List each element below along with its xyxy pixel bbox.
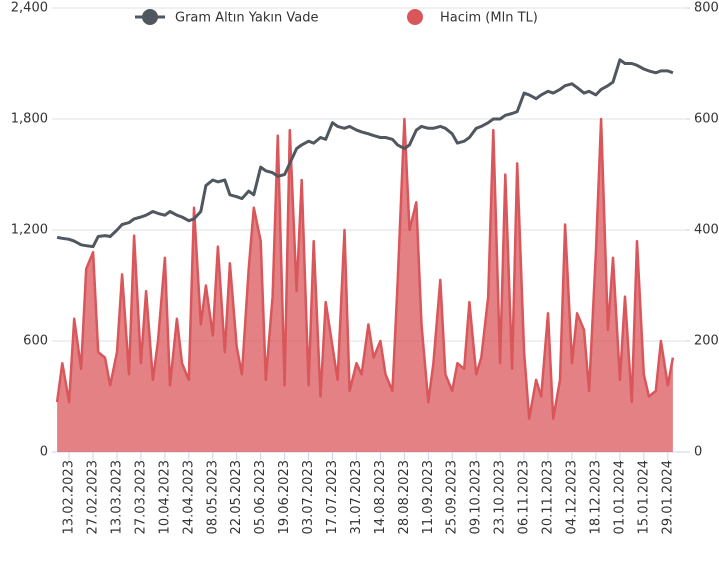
x-tick-label: 09.10.2023 — [469, 460, 484, 534]
x-tick-label: 25.09.2023 — [445, 460, 460, 534]
x-tick-label: 18.12.2023 — [588, 460, 603, 534]
x-tick-label: 29.01.2024 — [660, 460, 675, 534]
x-tick-label: 19.06.2023 — [277, 460, 292, 534]
series-line — [56, 58, 674, 249]
x-tick-label: 13.03.2023 — [109, 460, 124, 534]
x-tick-label: 14.08.2023 — [373, 460, 388, 534]
y2-tick-label: 0 — [694, 445, 702, 460]
x-tick-label: 15.01.2024 — [636, 460, 651, 534]
y-tick-label: 600 — [23, 334, 48, 349]
y2-tick-label: 600 — [694, 112, 719, 127]
legend-item: Gram Altın Yakın Vade — [135, 9, 319, 26]
x-tick-label: 13.02.2023 — [62, 460, 77, 534]
volume-area — [57, 119, 673, 452]
x-tick-label: 27.02.2023 — [86, 460, 101, 534]
x-tick-label: 20.11.2023 — [541, 460, 556, 534]
y-tick-label: 0 — [40, 445, 48, 460]
x-tick-label: 05.06.2023 — [253, 460, 268, 534]
y2-tick-label: 200 — [694, 334, 719, 349]
x-tick-label: 23.10.2023 — [493, 460, 508, 534]
x-tick-label: 10.04.2023 — [157, 460, 172, 534]
y-tick-label: 1,200 — [11, 223, 48, 238]
x-tick-label: 24.04.2023 — [181, 460, 196, 534]
x-tick-label: 03.07.2023 — [301, 460, 316, 534]
legend-label: Hacim (Mln TL) — [440, 11, 538, 26]
x-tick-label: 04.12.2023 — [564, 460, 579, 534]
x-tick-label: 31.07.2023 — [349, 460, 364, 534]
y-tick-label: 2,400 — [11, 1, 48, 16]
y2-tick-label: 800 — [694, 1, 719, 16]
x-tick-label: 22.05.2023 — [229, 460, 244, 534]
legend-marker — [142, 9, 158, 25]
legend-marker — [407, 9, 423, 25]
x-tick-label: 11.09.2023 — [421, 460, 436, 534]
x-tick-label: 27.03.2023 — [133, 460, 148, 534]
x-tick-label: 08.05.2023 — [205, 460, 220, 534]
x-tick-label: 01.01.2024 — [612, 460, 627, 534]
x-tick-label: 28.08.2023 — [397, 460, 412, 534]
y2-tick-label: 400 — [694, 223, 719, 238]
legend-item: Hacim (Mln TL) — [407, 9, 538, 26]
series-line — [55, 117, 675, 420]
x-tick-label: 06.11.2023 — [517, 460, 532, 534]
y-tick-label: 1,800 — [11, 112, 48, 127]
x-tick-label: 17.07.2023 — [325, 460, 340, 534]
legend-label: Gram Altın Yakın Vade — [175, 11, 319, 26]
